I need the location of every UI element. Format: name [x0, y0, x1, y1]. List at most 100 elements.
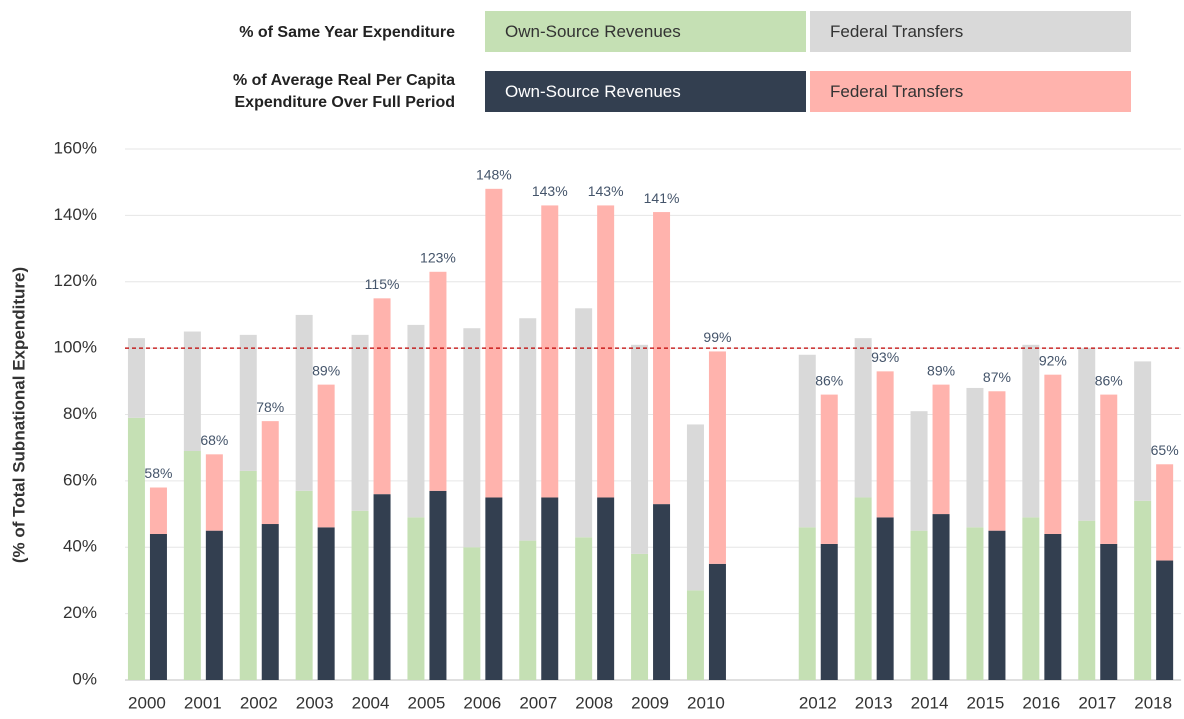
bar-segment — [429, 271, 447, 491]
x-tick-label: 2001 — [184, 693, 222, 712]
bar-segment — [854, 497, 872, 680]
bar-segment — [631, 344, 649, 554]
x-tick-label: 2010 — [687, 693, 725, 712]
x-tick-label: 2016 — [1022, 693, 1060, 712]
bar-segment — [597, 497, 615, 680]
bar-segment — [429, 490, 447, 680]
total-label: 78% — [256, 399, 284, 415]
x-tick-label: 2004 — [352, 693, 390, 712]
bar-segment — [205, 530, 223, 680]
bar-segment — [1078, 348, 1096, 521]
bar-segment — [1100, 543, 1118, 680]
bar-segment — [373, 298, 391, 495]
legend-entry: Federal Transfers — [810, 11, 1131, 52]
bar-segment — [575, 537, 593, 680]
bar-segment — [932, 514, 950, 680]
legend-entry: Own-Source Revenues — [485, 71, 806, 112]
total-label: 99% — [703, 329, 731, 345]
bar-segment — [988, 391, 1006, 531]
legend-entry: Own-Source Revenues — [485, 11, 806, 52]
bar-segment — [183, 451, 201, 680]
bar-segment — [183, 331, 201, 452]
bar-segment — [149, 533, 167, 680]
bar-segment — [876, 371, 894, 518]
bar-segment — [686, 590, 704, 680]
total-label: 93% — [871, 349, 899, 365]
total-label: 65% — [1151, 442, 1179, 458]
y-tick-label: 140% — [54, 205, 97, 224]
total-label: 89% — [312, 362, 340, 378]
bar-segment — [351, 510, 369, 680]
bar-segment — [798, 527, 816, 680]
bar-segment — [1156, 464, 1174, 561]
bar-segment — [239, 470, 257, 680]
bar-segment — [519, 540, 537, 680]
bar-segment — [966, 387, 984, 528]
bar-segment — [407, 324, 425, 518]
total-label: 92% — [1039, 352, 1067, 368]
x-tick-label: 2002 — [240, 693, 278, 712]
bar-segment — [317, 384, 335, 528]
y-tick-label: 100% — [54, 338, 97, 357]
x-tick-label: 2009 — [631, 693, 669, 712]
bar-segment — [485, 188, 503, 498]
x-tick-label: 2005 — [408, 693, 446, 712]
bar-segment — [317, 527, 335, 680]
bar-segment — [463, 547, 481, 680]
bar-segment — [1156, 560, 1174, 680]
x-tick-label: 2012 — [799, 693, 837, 712]
bar-segment — [798, 354, 816, 528]
y-tick-label: 40% — [63, 537, 97, 556]
bar-segment — [966, 527, 984, 680]
x-tick-label: 2014 — [911, 693, 949, 712]
bar-segment — [876, 517, 894, 680]
x-tick-label: 2000 — [128, 693, 166, 712]
bar-segment — [597, 205, 615, 498]
bar-segment — [1100, 394, 1118, 544]
bar-segment — [351, 334, 369, 511]
total-label: 143% — [532, 183, 568, 199]
bar-segment — [149, 487, 167, 534]
x-tick-label: 2013 — [855, 693, 893, 712]
bar-segment — [1022, 517, 1040, 680]
total-label: 123% — [420, 249, 456, 265]
bar-segment — [1134, 500, 1152, 680]
bar-segment — [519, 318, 537, 541]
total-label: 141% — [644, 190, 680, 206]
bar-segment — [653, 504, 671, 680]
x-tick-label: 2017 — [1078, 693, 1116, 712]
x-tick-label: 2015 — [967, 693, 1005, 712]
legend-group-label: % of Average Real Per Capita Expenditure… — [232, 72, 455, 111]
bar-segment — [407, 517, 425, 680]
y-tick-label: 120% — [54, 271, 97, 290]
bar-segment — [1044, 533, 1062, 680]
total-label: 86% — [1095, 372, 1123, 388]
bar-segment — [261, 524, 279, 680]
total-label: 87% — [983, 369, 1011, 385]
bar-segment — [1044, 374, 1062, 534]
bar-segment — [463, 328, 481, 548]
bar-segment — [854, 338, 872, 498]
bar-segment — [653, 212, 671, 505]
bar-segment — [127, 338, 145, 418]
x-tick-label: 2006 — [463, 693, 501, 712]
x-tick-label: 2008 — [575, 693, 613, 712]
bar-segment — [575, 308, 593, 538]
x-tick-label: 2018 — [1134, 693, 1172, 712]
bar-segment — [988, 530, 1006, 680]
y-axis-label: (% of Total Subnational Expenditure) — [9, 267, 28, 563]
bar-segment — [239, 334, 257, 471]
legend-entry: Federal Transfers — [810, 71, 1131, 112]
bar-segment — [295, 314, 313, 491]
total-label: 115% — [365, 276, 400, 292]
bar-segment — [910, 530, 928, 680]
y-tick-label: 160% — [54, 138, 97, 157]
x-tick-label: 2003 — [296, 693, 334, 712]
total-label: 86% — [815, 372, 843, 388]
bar-segment — [631, 553, 649, 680]
bar-segment — [932, 384, 950, 515]
bar-segment — [820, 543, 838, 680]
bar-segment — [910, 411, 928, 531]
